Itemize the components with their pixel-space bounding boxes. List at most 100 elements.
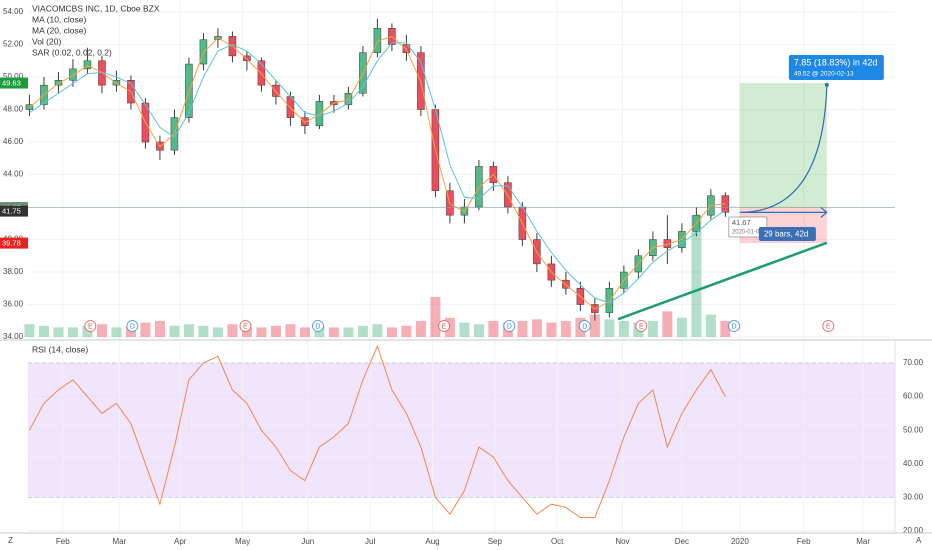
price-box-date: 2020-01-0: [732, 230, 760, 236]
volume-bar: [343, 327, 354, 337]
event-label: E: [826, 323, 831, 330]
x-tick-label: Dec: [675, 537, 689, 546]
indicator-label: MA (10, close): [32, 14, 86, 24]
target-label: 7.85 (18.83%) in 42d: [794, 57, 878, 67]
volume-bar: [473, 324, 484, 337]
ma-line: [29, 35, 726, 311]
volume-bar: [357, 325, 368, 337]
projection-end: [824, 82, 829, 87]
overlays: E D E D E D D E D E 7.85 (18.83%) in 42d 49.52 @ 20…: [0, 55, 895, 332]
rsi-line: [28, 344, 726, 518]
event-label: D: [315, 323, 320, 330]
candle-body: [199, 39, 208, 65]
volume-bar: [212, 327, 223, 337]
volume-bar: [198, 325, 209, 337]
price-label-box: [0, 77, 28, 89]
rsi-tick-label: 50.00: [903, 425, 924, 434]
volume-bar: [444, 317, 455, 337]
volume-bar: [140, 322, 151, 337]
volume-bar: [328, 327, 339, 337]
x-tick-label: Feb: [797, 537, 811, 546]
event-marker: [578, 320, 591, 332]
rsi-tick-label: 60.00: [903, 392, 924, 401]
candle-body: [402, 44, 411, 53]
event-label: E: [442, 323, 447, 330]
projection-curve: [739, 84, 828, 213]
volume-bar: [386, 327, 397, 337]
price-box-label: 41.67: [732, 218, 751, 227]
candle-body: [25, 104, 34, 110]
corner-label[interactable]: Z: [8, 536, 13, 545]
volume-bar: [662, 311, 673, 337]
x-tick-label: 2020: [731, 537, 749, 546]
target-sub-label: 49.52 @ 2020-02-13: [794, 71, 854, 78]
candle-body: [69, 68, 77, 81]
volume-bar: [256, 327, 267, 337]
volume-bar: [372, 324, 383, 337]
candle-body: [112, 80, 121, 86]
volume-bar: [169, 325, 180, 337]
event-label: D: [582, 323, 587, 330]
x-tick-label: Oct: [551, 537, 564, 546]
indicator-label: Vol (20): [32, 36, 61, 46]
volume-bar: [53, 327, 64, 337]
x-tick-label: Apr: [174, 537, 187, 546]
candle-body: [257, 60, 266, 86]
event-label: E: [639, 323, 644, 330]
event-marker: [126, 320, 139, 332]
event-marker: [312, 320, 324, 332]
volume-bar: [401, 325, 412, 337]
candle-body: [301, 117, 309, 127]
volume-bar: [560, 321, 571, 337]
volume-bar: [67, 327, 78, 337]
event-marker: [84, 320, 97, 332]
y-tick-label: 44.00: [3, 170, 24, 179]
y-tick-label: 38.00: [3, 267, 24, 276]
candle-body: [315, 101, 324, 127]
event-marker: [438, 320, 451, 332]
x-tick-label: Nov: [615, 537, 629, 546]
y-tick-label: 52.00: [3, 40, 24, 49]
volume-bar: [38, 325, 49, 337]
volume-bar: [691, 215, 702, 337]
volume-bar: [82, 325, 93, 337]
candle-body: [243, 55, 251, 62]
price-label: 39.78: [2, 239, 21, 248]
volume-bar: [720, 321, 731, 337]
trendline: [617, 241, 828, 321]
candle-body: [54, 80, 63, 86]
target-label-box: [788, 55, 884, 80]
volume-bar: [488, 321, 499, 337]
volume-bar: [430, 297, 441, 337]
corner-label[interactable]: A: [916, 536, 922, 545]
volume-bar: [531, 319, 542, 337]
candle-body: [83, 60, 92, 70]
volume-bar: [96, 324, 107, 337]
y-tick-label: 50.00: [3, 72, 24, 81]
y-tick-label: 48.00: [3, 105, 24, 114]
volume-bar: [415, 321, 426, 337]
volume-bar: [111, 327, 122, 337]
y-tick-label: 34.00: [3, 332, 24, 341]
event-marker: [635, 320, 648, 332]
indicator-label: MA (20, close): [32, 25, 86, 35]
volume-bar: [299, 327, 310, 337]
volume-bar: [517, 321, 528, 337]
rsi-tick-label: 40.00: [903, 459, 924, 468]
event-label: D: [732, 323, 737, 330]
volume-bar: [546, 322, 557, 337]
volume-bar: [24, 324, 35, 337]
event-label: E: [243, 323, 248, 330]
volume-bar: [705, 314, 716, 337]
x-tick-label: Feb: [56, 537, 70, 546]
y-tick-label: 36.00: [3, 300, 24, 309]
rsi-tick-label: 70.00: [903, 358, 924, 367]
volume-bar: [227, 324, 238, 337]
x-tick-label: Jul: [365, 537, 375, 546]
event-marker: [728, 320, 740, 332]
volume-bar: [647, 321, 658, 337]
y-tick-label: 46.00: [3, 137, 24, 146]
marks: [24, 18, 731, 518]
event-marker: [822, 320, 835, 332]
